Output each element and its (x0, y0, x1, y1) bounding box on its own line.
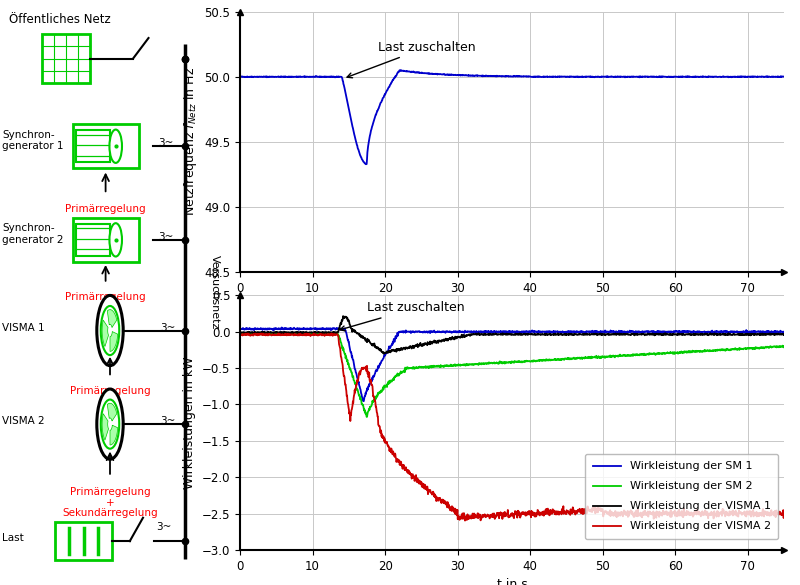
Polygon shape (102, 320, 109, 346)
Wirkleistung der SM 1 (277, 324, 286, 331)
Wirkleistung der SM 1 (478, 328, 487, 335)
Text: Primärregelung: Primärregelung (66, 204, 146, 214)
Wirkleistung der SM 2 (362, 414, 371, 421)
Text: 3~: 3~ (158, 138, 174, 149)
Wirkleistung der VISMA 2 (460, 517, 470, 524)
Wirkleistung der VISMA 1 (478, 331, 487, 338)
Wirkleistung der VISMA 2 (466, 514, 476, 521)
Text: Last zuschalten: Last zuschalten (347, 41, 475, 78)
Text: VISMA 1: VISMA 1 (2, 322, 45, 333)
Wirkleistung der SM 1 (300, 325, 310, 332)
Wirkleistung der VISMA 1 (338, 312, 348, 319)
Bar (73, 125, 138, 168)
Circle shape (101, 306, 119, 355)
Line: Wirkleistung der SM 1: Wirkleistung der SM 1 (240, 328, 784, 401)
Text: Primärregelung: Primärregelung (66, 292, 146, 302)
Wirkleistung der VISMA 2 (779, 510, 789, 517)
Circle shape (97, 295, 123, 366)
Wirkleistung der SM 2 (235, 331, 245, 338)
Line: Wirkleistung der SM 2: Wirkleistung der SM 2 (240, 333, 784, 417)
Text: 3~: 3~ (156, 522, 171, 532)
Wirkleistung der VISMA 2 (256, 330, 266, 337)
Circle shape (97, 389, 123, 459)
Wirkleistung der VISMA 2 (478, 511, 487, 518)
Polygon shape (110, 425, 118, 445)
Y-axis label: Wirkleistungen in kW: Wirkleistungen in kW (183, 356, 196, 489)
Wirkleistung der SM 2 (299, 331, 309, 338)
Wirkleistung der SM 2 (322, 329, 332, 336)
Text: VISMA 2: VISMA 2 (2, 416, 45, 426)
Legend: Wirkleistung der SM 1, Wirkleistung der SM 2, Wirkleistung der VISMA 1, Wirkleis: Wirkleistung der SM 1, Wirkleistung der … (585, 454, 778, 539)
Text: Primärregelung: Primärregelung (70, 386, 150, 396)
Wirkleistung der VISMA 1 (379, 350, 389, 357)
Wirkleistung der SM 1 (546, 328, 555, 335)
Wirkleistung der VISMA 2 (546, 506, 555, 513)
Wirkleistung der SM 1 (235, 325, 245, 332)
Wirkleistung der SM 1 (358, 398, 368, 405)
Circle shape (101, 400, 119, 449)
Polygon shape (102, 414, 109, 440)
X-axis label: t in s: t in s (497, 578, 527, 585)
Text: Synchron-
generator 1: Synchron- generator 1 (2, 130, 64, 151)
Polygon shape (110, 332, 118, 352)
Text: 3~: 3~ (161, 322, 176, 333)
Wirkleistung der VISMA 2 (488, 510, 498, 517)
Wirkleistung der SM 2 (546, 356, 555, 363)
Text: Primärregelung
+
Sekundärregelung: Primärregelung + Sekundärregelung (62, 487, 158, 518)
Wirkleistung der VISMA 2 (235, 332, 245, 339)
Bar (55, 522, 112, 560)
Circle shape (110, 223, 122, 257)
X-axis label: t in s: t in s (497, 300, 527, 314)
Line: Wirkleistung der VISMA 1: Wirkleistung der VISMA 1 (240, 316, 784, 354)
Polygon shape (107, 403, 117, 421)
Text: 3~: 3~ (158, 232, 174, 242)
Circle shape (110, 130, 122, 163)
Wirkleistung der VISMA 2 (300, 331, 310, 338)
Bar (76, 130, 110, 162)
Text: 3~: 3~ (161, 416, 176, 426)
Wirkleistung der SM 1 (488, 328, 498, 335)
Wirkleistung der VISMA 2 (278, 332, 287, 339)
Bar (76, 224, 110, 256)
Wirkleistung der VISMA 1 (278, 329, 287, 336)
Wirkleistung der SM 1 (278, 326, 287, 333)
Wirkleistung der VISMA 1 (546, 331, 555, 338)
Y-axis label: Netzfrequenz $f_{Netz}$ in Hz: Netzfrequenz $f_{Netz}$ in Hz (182, 67, 198, 216)
Wirkleistung der SM 1 (466, 329, 476, 336)
Bar (42, 33, 90, 83)
Text: Synchron-
generator 2: Synchron- generator 2 (2, 223, 64, 245)
Text: Öffentliches Netz: Öffentliches Netz (9, 13, 110, 26)
Wirkleistung der VISMA 1 (779, 331, 789, 338)
Wirkleistung der SM 2 (779, 344, 789, 351)
Wirkleistung der SM 2 (466, 361, 476, 368)
Wirkleistung der VISMA 1 (299, 329, 309, 336)
Text: Versuchsnetz: Versuchsnetz (210, 255, 219, 330)
Polygon shape (107, 309, 117, 328)
Wirkleistung der VISMA 1 (466, 332, 476, 339)
Text: Last zuschalten: Last zuschalten (340, 301, 465, 331)
Line: Wirkleistung der VISMA 2: Wirkleistung der VISMA 2 (240, 333, 784, 521)
Text: Last: Last (2, 533, 24, 543)
Wirkleistung der SM 2 (278, 331, 287, 338)
Wirkleistung der SM 2 (478, 360, 487, 367)
Wirkleistung der SM 1 (779, 328, 789, 335)
Bar (73, 218, 138, 262)
Wirkleistung der VISMA 1 (235, 329, 245, 336)
Wirkleistung der VISMA 1 (488, 331, 498, 338)
Wirkleistung der SM 2 (488, 360, 498, 367)
